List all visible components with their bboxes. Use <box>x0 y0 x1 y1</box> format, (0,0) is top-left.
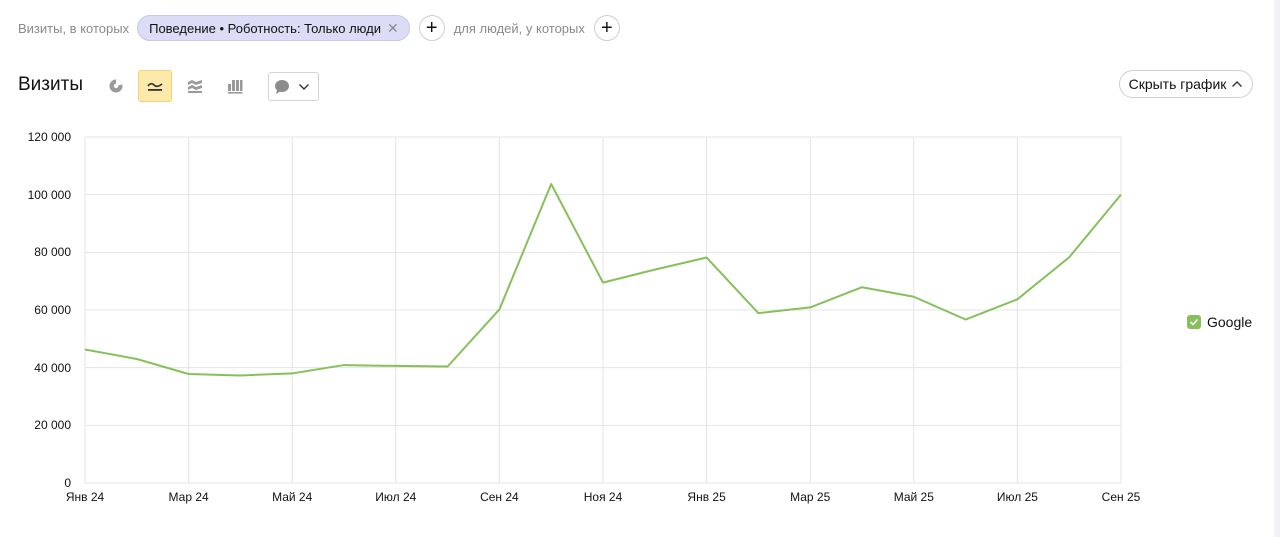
chart-title: Визиты <box>18 74 83 95</box>
checkbox-checked-icon[interactable] <box>1187 315 1201 329</box>
legend-item-google[interactable]: Google <box>1187 314 1252 330</box>
speech-bubble-icon <box>275 79 289 94</box>
x-tick-label: Июл 25 <box>996 490 1038 504</box>
x-tick-label: Янв 24 <box>65 490 105 504</box>
add-people-condition-button[interactable]: + <box>593 15 620 41</box>
filter-chip-label: Поведение • Роботность: Только люди <box>149 20 381 36</box>
plus-icon: + <box>601 17 613 39</box>
y-tick-label: 40 000 <box>34 360 71 375</box>
y-tick-label: 100 000 <box>27 187 71 202</box>
chart-type-pie-button[interactable] <box>99 70 133 102</box>
x-tick-label: Сен 24 <box>480 490 519 504</box>
series-line-google <box>84 182 1122 377</box>
annotations-dropdown[interactable] <box>268 72 319 101</box>
hide-chart-button[interactable]: Скрыть график <box>1119 70 1253 98</box>
x-tick-label: Ноя 24 <box>583 490 623 504</box>
x-tick-label: Янв 25 <box>687 490 726 504</box>
x-tick-label: Июл 24 <box>375 490 417 504</box>
chart-type-line-button[interactable] <box>138 70 172 102</box>
plus-icon: + <box>425 17 438 39</box>
line-chart-icon <box>147 82 163 91</box>
legend-label: Google <box>1207 314 1253 330</box>
chart-type-bar-button[interactable] <box>218 70 252 102</box>
y-tick-label: 20 000 <box>34 418 71 433</box>
pie-chart-icon <box>109 79 123 93</box>
y-tick-label: 120 000 <box>27 130 71 144</box>
right-panel-edge <box>1274 0 1280 537</box>
x-tick-label: Май 24 <box>272 490 313 504</box>
x-tick-label: Мар 25 <box>790 490 831 504</box>
y-tick-label: 80 000 <box>34 245 71 260</box>
segment-filter-bar: Визиты, в которых Поведение • Роботность… <box>18 14 620 42</box>
chart-type-area-button[interactable] <box>178 70 212 102</box>
filter-chip-robotness[interactable]: Поведение • Роботность: Только люди ✕ <box>137 15 410 41</box>
chevron-up-icon <box>1232 81 1243 87</box>
chevron-down-icon <box>299 83 309 90</box>
add-visit-condition-button[interactable]: + <box>418 15 445 41</box>
x-tick-label: Сен 25 <box>1101 490 1141 504</box>
y-tick-label: 0 <box>64 476 71 490</box>
bar-chart-icon <box>228 80 243 94</box>
people-condition-label: для людей, у которых <box>453 20 585 36</box>
y-tick-label: 60 000 <box>34 303 71 317</box>
x-tick-label: Май 25 <box>893 490 934 504</box>
x-tick-label: Мар 24 <box>168 490 209 504</box>
visits-condition-label: Визиты, в которых <box>18 20 130 36</box>
close-icon[interactable]: ✕ <box>386 19 399 36</box>
area-chart-icon <box>188 80 202 93</box>
hide-chart-label: Скрыть график <box>1128 76 1227 92</box>
